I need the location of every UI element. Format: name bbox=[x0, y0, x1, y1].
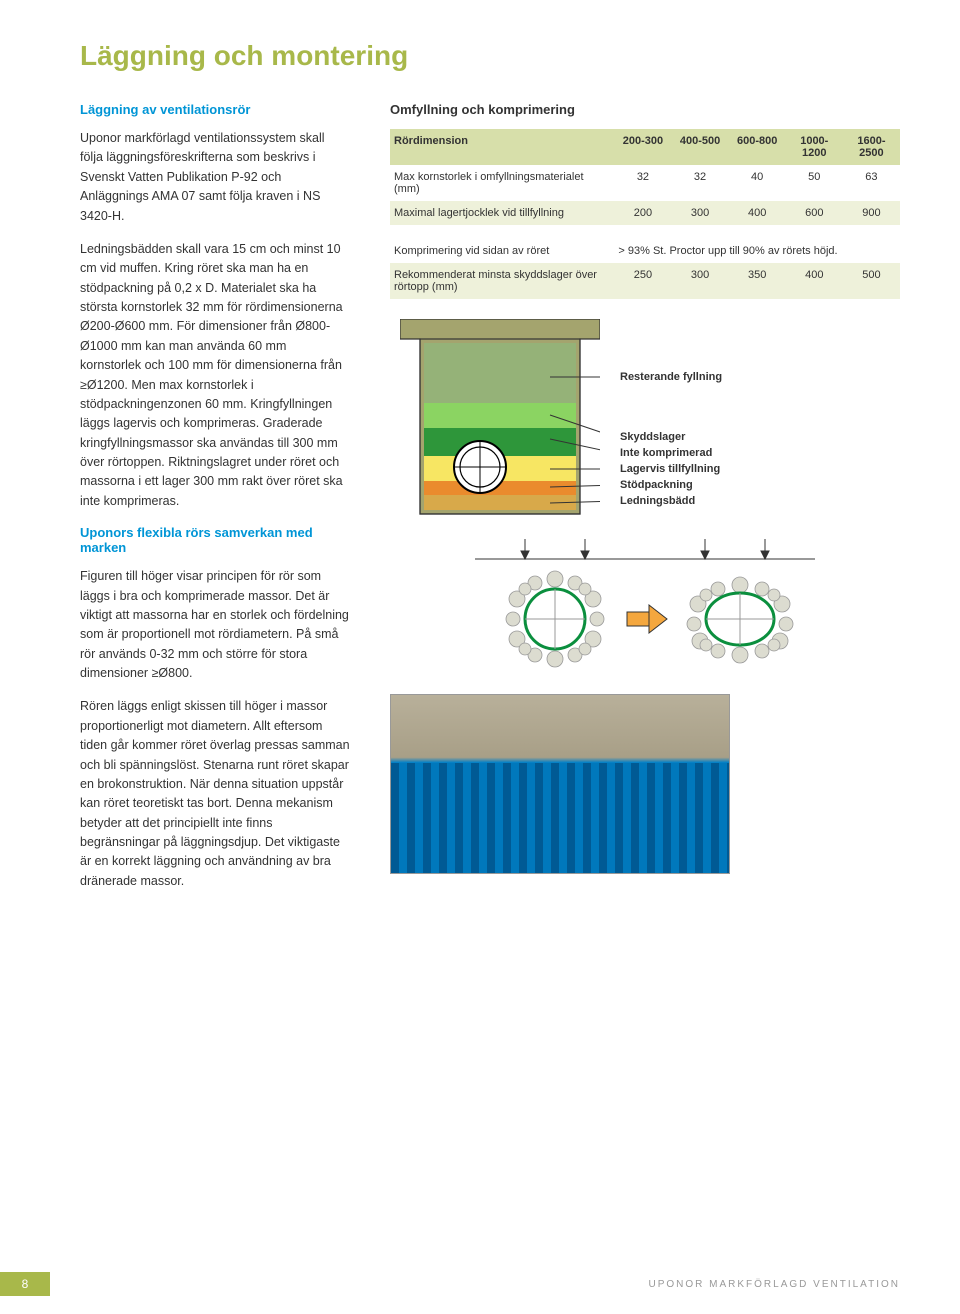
section1-heading: Läggning av ventilationsrör bbox=[80, 102, 350, 117]
section2-para2: Rören läggs enligt skissen till höger i … bbox=[80, 697, 350, 891]
section1-para2: Ledningsbädden skall vara 15 cm och mins… bbox=[80, 240, 350, 511]
installation-photo bbox=[390, 694, 730, 874]
page-container: Läggning och montering Läggning av venti… bbox=[0, 0, 960, 925]
th: 200-300 bbox=[614, 129, 671, 165]
td: 40 bbox=[729, 165, 786, 201]
cross-section-svg bbox=[400, 319, 600, 519]
two-column-layout: Läggning av ventilationsrör Uponor markf… bbox=[80, 102, 900, 905]
compaction-table-2: Komprimering vid sidan av röret > 93% St… bbox=[390, 239, 900, 299]
th: 600-800 bbox=[729, 129, 786, 165]
trench-cross-section-diagram: Resterande fyllning Skyddslager Inte kom… bbox=[400, 319, 900, 519]
page-title: Läggning och montering bbox=[80, 40, 900, 72]
td: 50 bbox=[786, 165, 843, 201]
td: 300 bbox=[672, 201, 729, 225]
page-number-badge: 8 bbox=[0, 1272, 50, 1296]
pipe-soil-svg bbox=[455, 534, 835, 674]
right-column: Omfyllning och komprimering Rördimension… bbox=[390, 102, 900, 905]
diagram-label: Inte komprimerad bbox=[620, 447, 712, 460]
section1-para1: Uponor markförlagd ventilationssystem sk… bbox=[80, 129, 350, 226]
td-label: Maximal lagertjocklek vid tillfyllning bbox=[390, 201, 614, 225]
td: 900 bbox=[843, 201, 900, 225]
td: 250 bbox=[614, 263, 671, 299]
th: 1600-2500 bbox=[843, 129, 900, 165]
td-label: Max kornstorlek i omfyllningsmaterialet … bbox=[390, 165, 614, 201]
diagram-label: Resterande fyllning bbox=[620, 371, 722, 384]
td: 350 bbox=[729, 263, 786, 299]
section2-heading: Uponors flexibla rörs samverkan med mark… bbox=[80, 525, 350, 555]
table-row: Komprimering vid sidan av röret > 93% St… bbox=[390, 239, 900, 263]
td: 400 bbox=[729, 201, 786, 225]
td: 32 bbox=[614, 165, 671, 201]
td: 200 bbox=[614, 201, 671, 225]
footer-doc-title: UPONOR MARKFÖRLAGD VENTILATION bbox=[648, 1279, 900, 1290]
td-label: Komprimering vid sidan av röret bbox=[390, 239, 614, 263]
section2-para1: Figuren till höger visar principen för r… bbox=[80, 567, 350, 683]
td: 500 bbox=[843, 263, 900, 299]
page-footer: 8 UPONOR MARKFÖRLAGD VENTILATION bbox=[0, 1272, 960, 1296]
table-header-row: Rördimension 200-300 400-500 600-800 100… bbox=[390, 129, 900, 165]
td: 600 bbox=[786, 201, 843, 225]
td: 400 bbox=[786, 263, 843, 299]
diagram-label: Skyddslager bbox=[620, 431, 685, 444]
compaction-table-1: Rördimension 200-300 400-500 600-800 100… bbox=[390, 129, 900, 225]
td-full: > 93% St. Proctor upp till 90% av rörets… bbox=[614, 239, 900, 263]
table-row: Max kornstorlek i omfyllningsmaterialet … bbox=[390, 165, 900, 201]
table-row: Maximal lagertjocklek vid tillfyllning 2… bbox=[390, 201, 900, 225]
th: 400-500 bbox=[672, 129, 729, 165]
th: Rördimension bbox=[390, 129, 614, 165]
table1-heading: Omfyllning och komprimering bbox=[390, 102, 900, 117]
td: 32 bbox=[672, 165, 729, 201]
left-column: Läggning av ventilationsrör Uponor markf… bbox=[80, 102, 350, 905]
td-label: Rekommenderat minsta skyddslager över rö… bbox=[390, 263, 614, 299]
td: 63 bbox=[843, 165, 900, 201]
diagram-label: Ledningsbädd bbox=[620, 495, 695, 508]
td: 300 bbox=[672, 263, 729, 299]
diagram-label: Lagervis tillfyllning bbox=[620, 463, 720, 476]
pipe-soil-interaction-diagram bbox=[390, 534, 900, 679]
th: 1000-1200 bbox=[786, 129, 843, 165]
table-row: Rekommenderat minsta skyddslager över rö… bbox=[390, 263, 900, 299]
diagram-label: Stödpackning bbox=[620, 479, 693, 492]
